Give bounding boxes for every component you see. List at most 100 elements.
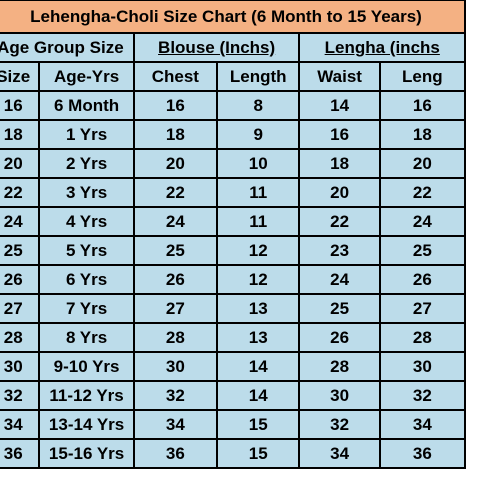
cell-lengha-length: 26 — [378, 264, 467, 295]
cell-blouse-length: 12 — [215, 264, 301, 295]
cell-blouse-length: 11 — [215, 177, 301, 208]
cell-blouse-length: 10 — [215, 148, 301, 179]
column-header-waist: Waist — [298, 61, 381, 92]
group-header-row: Age Group Size Blouse (Inchs) Lengha (in… — [0, 32, 466, 63]
cell-size: 18 — [0, 119, 41, 150]
table-row: 24 4 Yrs 24 11 22 24 — [0, 206, 467, 237]
table-row: 25 5 Yrs 25 12 23 25 — [0, 235, 467, 266]
cell-age: 2 Yrs — [38, 148, 135, 179]
cell-chest: 30 — [132, 351, 218, 382]
cell-waist: 25 — [298, 293, 381, 324]
cell-chest: 34 — [132, 409, 218, 440]
cell-lengha-length: 20 — [378, 148, 467, 179]
cell-age: 4 Yrs — [38, 206, 135, 237]
cell-chest: 26 — [132, 264, 218, 295]
table-row: 28 8 Yrs 28 13 26 28 — [0, 322, 467, 353]
cell-chest: 36 — [132, 438, 218, 469]
cell-age: 13-14 Yrs — [38, 409, 135, 440]
cell-size: 34 — [0, 409, 41, 440]
group-header-age: Age Group Size — [0, 32, 135, 63]
cell-waist: 28 — [298, 351, 381, 382]
cell-age: 6 Month — [38, 90, 135, 121]
table-row: 26 6 Yrs 26 12 24 26 — [0, 264, 467, 295]
column-header-age: Age-Yrs — [38, 61, 135, 92]
cell-lengha-length: 16 — [378, 90, 467, 121]
cell-waist: 34 — [298, 438, 381, 469]
column-header-chest: Chest — [132, 61, 218, 92]
cell-blouse-length: 13 — [215, 293, 301, 324]
cell-blouse-length: 15 — [215, 409, 301, 440]
cell-chest: 28 — [132, 322, 218, 353]
column-header-lengha-length: Leng — [378, 61, 467, 92]
table-row: 36 15-16 Yrs 36 15 34 36 — [0, 438, 467, 469]
cell-blouse-length: 12 — [215, 235, 301, 266]
column-header-row: Size Age-Yrs Chest Length Waist Leng — [0, 61, 467, 92]
cell-lengha-length: 32 — [378, 380, 467, 411]
cell-waist: 14 — [298, 90, 381, 121]
group-header-blouse: Blouse (Inchs) — [132, 32, 301, 63]
cell-size: 20 — [0, 148, 41, 179]
cell-age: 15-16 Yrs — [38, 438, 135, 469]
cell-age: 5 Yrs — [38, 235, 135, 266]
cell-waist: 22 — [298, 206, 381, 237]
cell-size: 32 — [0, 380, 41, 411]
chart-title: Lehengha-Choli Size Chart (6 Month to 15… — [0, 0, 466, 34]
cell-blouse-length: 14 — [215, 380, 301, 411]
table-row: 32 11-12 Yrs 32 14 30 32 — [0, 380, 467, 411]
table-row: 20 2 Yrs 20 10 18 20 — [0, 148, 467, 179]
cell-lengha-length: 24 — [378, 206, 467, 237]
cell-blouse-length: 13 — [215, 322, 301, 353]
cell-blouse-length: 11 — [215, 206, 301, 237]
cell-chest: 20 — [132, 148, 218, 179]
cell-lengha-length: 28 — [378, 322, 467, 353]
cell-lengha-length: 22 — [378, 177, 467, 208]
cell-size: 28 — [0, 322, 41, 353]
column-header-size: Size — [0, 61, 41, 92]
cell-lengha-length: 27 — [378, 293, 467, 324]
cell-lengha-length: 34 — [378, 409, 467, 440]
cell-lengha-length: 30 — [378, 351, 467, 382]
cell-age: 7 Yrs — [38, 293, 135, 324]
cell-blouse-length: 8 — [215, 90, 301, 121]
cell-chest: 18 — [132, 119, 218, 150]
cell-waist: 32 — [298, 409, 381, 440]
cell-age: 1 Yrs — [38, 119, 135, 150]
table-row: 16 6 Month 16 8 14 16 — [0, 90, 467, 121]
cell-lengha-length: 36 — [378, 438, 467, 469]
cell-size: 24 — [0, 206, 41, 237]
cell-waist: 26 — [298, 322, 381, 353]
cell-chest: 25 — [132, 235, 218, 266]
cell-age: 3 Yrs — [38, 177, 135, 208]
cell-chest: 24 — [132, 206, 218, 237]
cell-size: 26 — [0, 264, 41, 295]
table-row: 34 13-14 Yrs 34 15 32 34 — [0, 409, 467, 440]
table-row: 22 3 Yrs 22 11 20 22 — [0, 177, 467, 208]
cell-size: 36 — [0, 438, 41, 469]
cell-age: 8 Yrs — [38, 322, 135, 353]
cell-age: 11-12 Yrs — [38, 380, 135, 411]
column-header-blouse-length: Length — [215, 61, 301, 92]
cell-age: 9-10 Yrs — [38, 351, 135, 382]
table-row: 27 7 Yrs 27 13 25 27 — [0, 293, 467, 324]
cell-chest: 32 — [132, 380, 218, 411]
cell-waist: 16 — [298, 119, 381, 150]
cell-size: 22 — [0, 177, 41, 208]
cell-waist: 20 — [298, 177, 381, 208]
cell-waist: 23 — [298, 235, 381, 266]
cell-chest: 22 — [132, 177, 218, 208]
cell-blouse-length: 15 — [215, 438, 301, 469]
table-row: 18 1 Yrs 18 9 16 18 — [0, 119, 467, 150]
size-chart-table: Lehengha-Choli Size Chart (6 Month to 15… — [0, 0, 467, 469]
table-row: 30 9-10 Yrs 30 14 28 30 — [0, 351, 467, 382]
cell-age: 6 Yrs — [38, 264, 135, 295]
cell-waist: 30 — [298, 380, 381, 411]
cell-chest: 16 — [132, 90, 218, 121]
cell-chest: 27 — [132, 293, 218, 324]
cell-blouse-length: 14 — [215, 351, 301, 382]
cell-size: 27 — [0, 293, 41, 324]
cell-waist: 18 — [298, 148, 381, 179]
title-row: Lehengha-Choli Size Chart (6 Month to 15… — [0, 0, 466, 34]
cell-lengha-length: 18 — [378, 119, 467, 150]
group-header-lengha: Lengha (inchs — [298, 32, 466, 63]
